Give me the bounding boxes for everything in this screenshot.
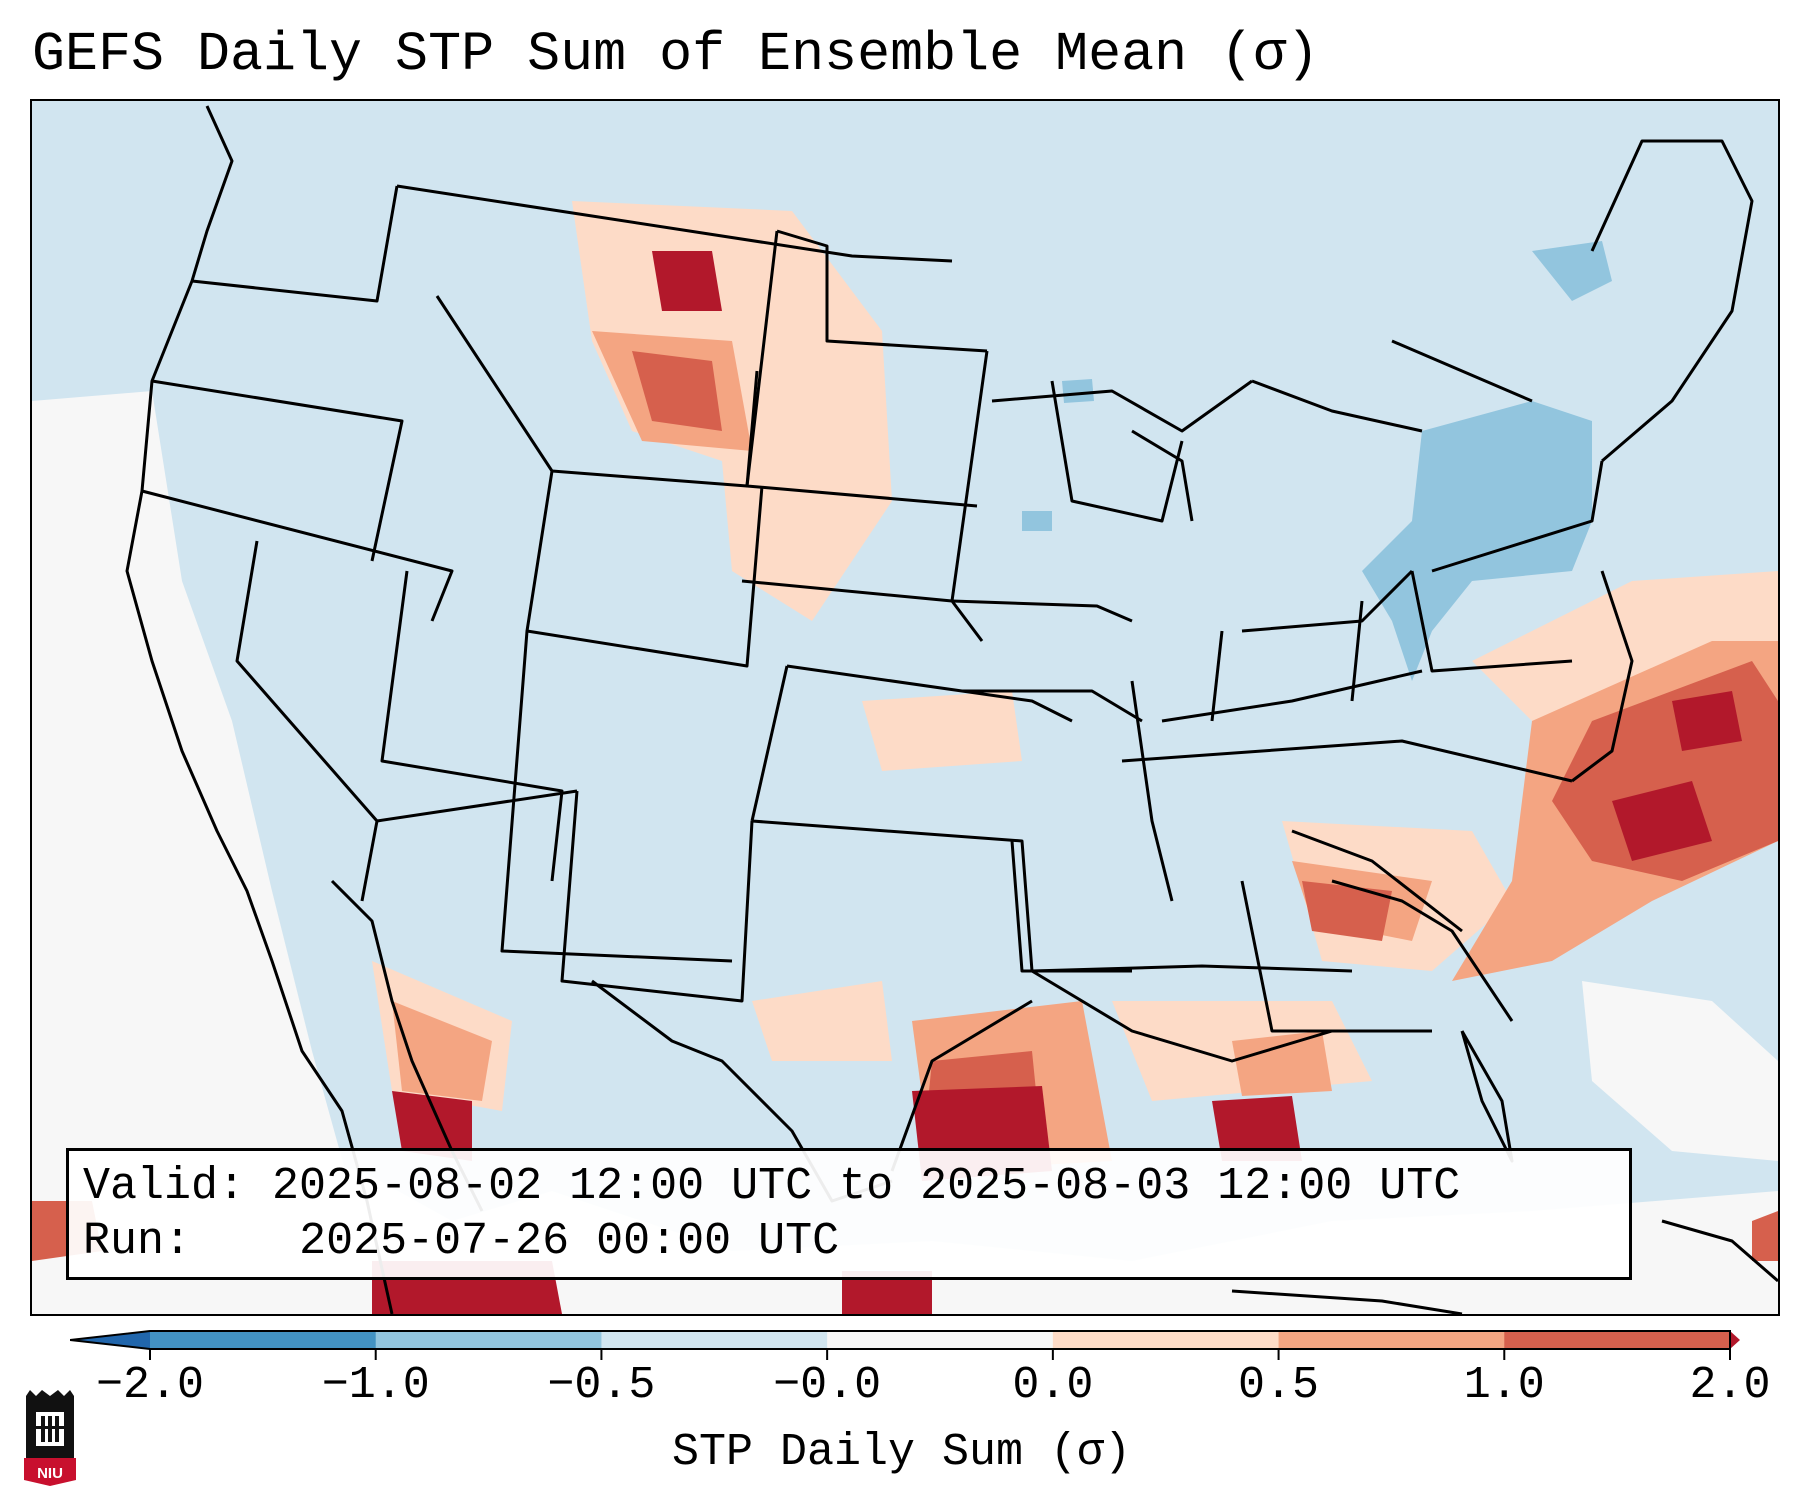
colorbar-segment: [1278, 1331, 1505, 1349]
colorbar-extend-high: [1730, 1331, 1740, 1349]
chart-title: GEFS Daily STP Sum of Ensemble Mean (σ): [32, 23, 1320, 86]
negative-anomaly-field: [1022, 241, 1612, 681]
stp-map: [30, 99, 1780, 1316]
run-value: 2025-07-26 00:00 UTC: [299, 1216, 840, 1267]
colorbar-extend-low: [70, 1331, 150, 1349]
run-label: Run:: [83, 1216, 192, 1267]
colorbar-segment: [1504, 1331, 1731, 1349]
colorbar-segment: [375, 1331, 602, 1349]
colorbar-tick-label: 0.0: [1012, 1360, 1094, 1411]
colorbar-tick-label: 0.5: [1238, 1360, 1320, 1411]
valid-value: 2025-08-02 12:00 UTC to 2025-08-03 12:00…: [272, 1161, 1461, 1212]
colorbar: [70, 1330, 1740, 1360]
conus-map-icon: [32, 105, 1778, 1314]
colorbar-tick-label: −1.0: [321, 1360, 430, 1411]
colorbar-segment: [150, 1331, 377, 1349]
positive-anomaly-light: [372, 201, 1778, 1111]
valid-label: Valid:: [83, 1161, 246, 1212]
colorbar-tick-label: −2.0: [95, 1360, 205, 1411]
niu-logo-icon: NIU: [24, 1390, 76, 1486]
colorbar-tick-label: 1.0: [1463, 1360, 1545, 1411]
colorbar-tick-label: −0.5: [547, 1360, 656, 1411]
colorbar-tick-label: −0.0: [773, 1360, 882, 1411]
colorbar-label: STP Daily Sum (σ): [671, 1427, 1132, 1478]
validity-info-box: Valid: 2025-08-02 12:00 UTC to 2025-08-0…: [66, 1148, 1632, 1280]
colorbar-segment: [827, 1331, 1054, 1349]
colorbar-tick-label: 2.0: [1689, 1360, 1771, 1411]
colorbar-segment: [601, 1331, 828, 1349]
colorbar-segment: [1052, 1331, 1280, 1349]
logo-text: NIU: [37, 1465, 63, 1482]
state-borders: [125, 105, 1778, 1314]
